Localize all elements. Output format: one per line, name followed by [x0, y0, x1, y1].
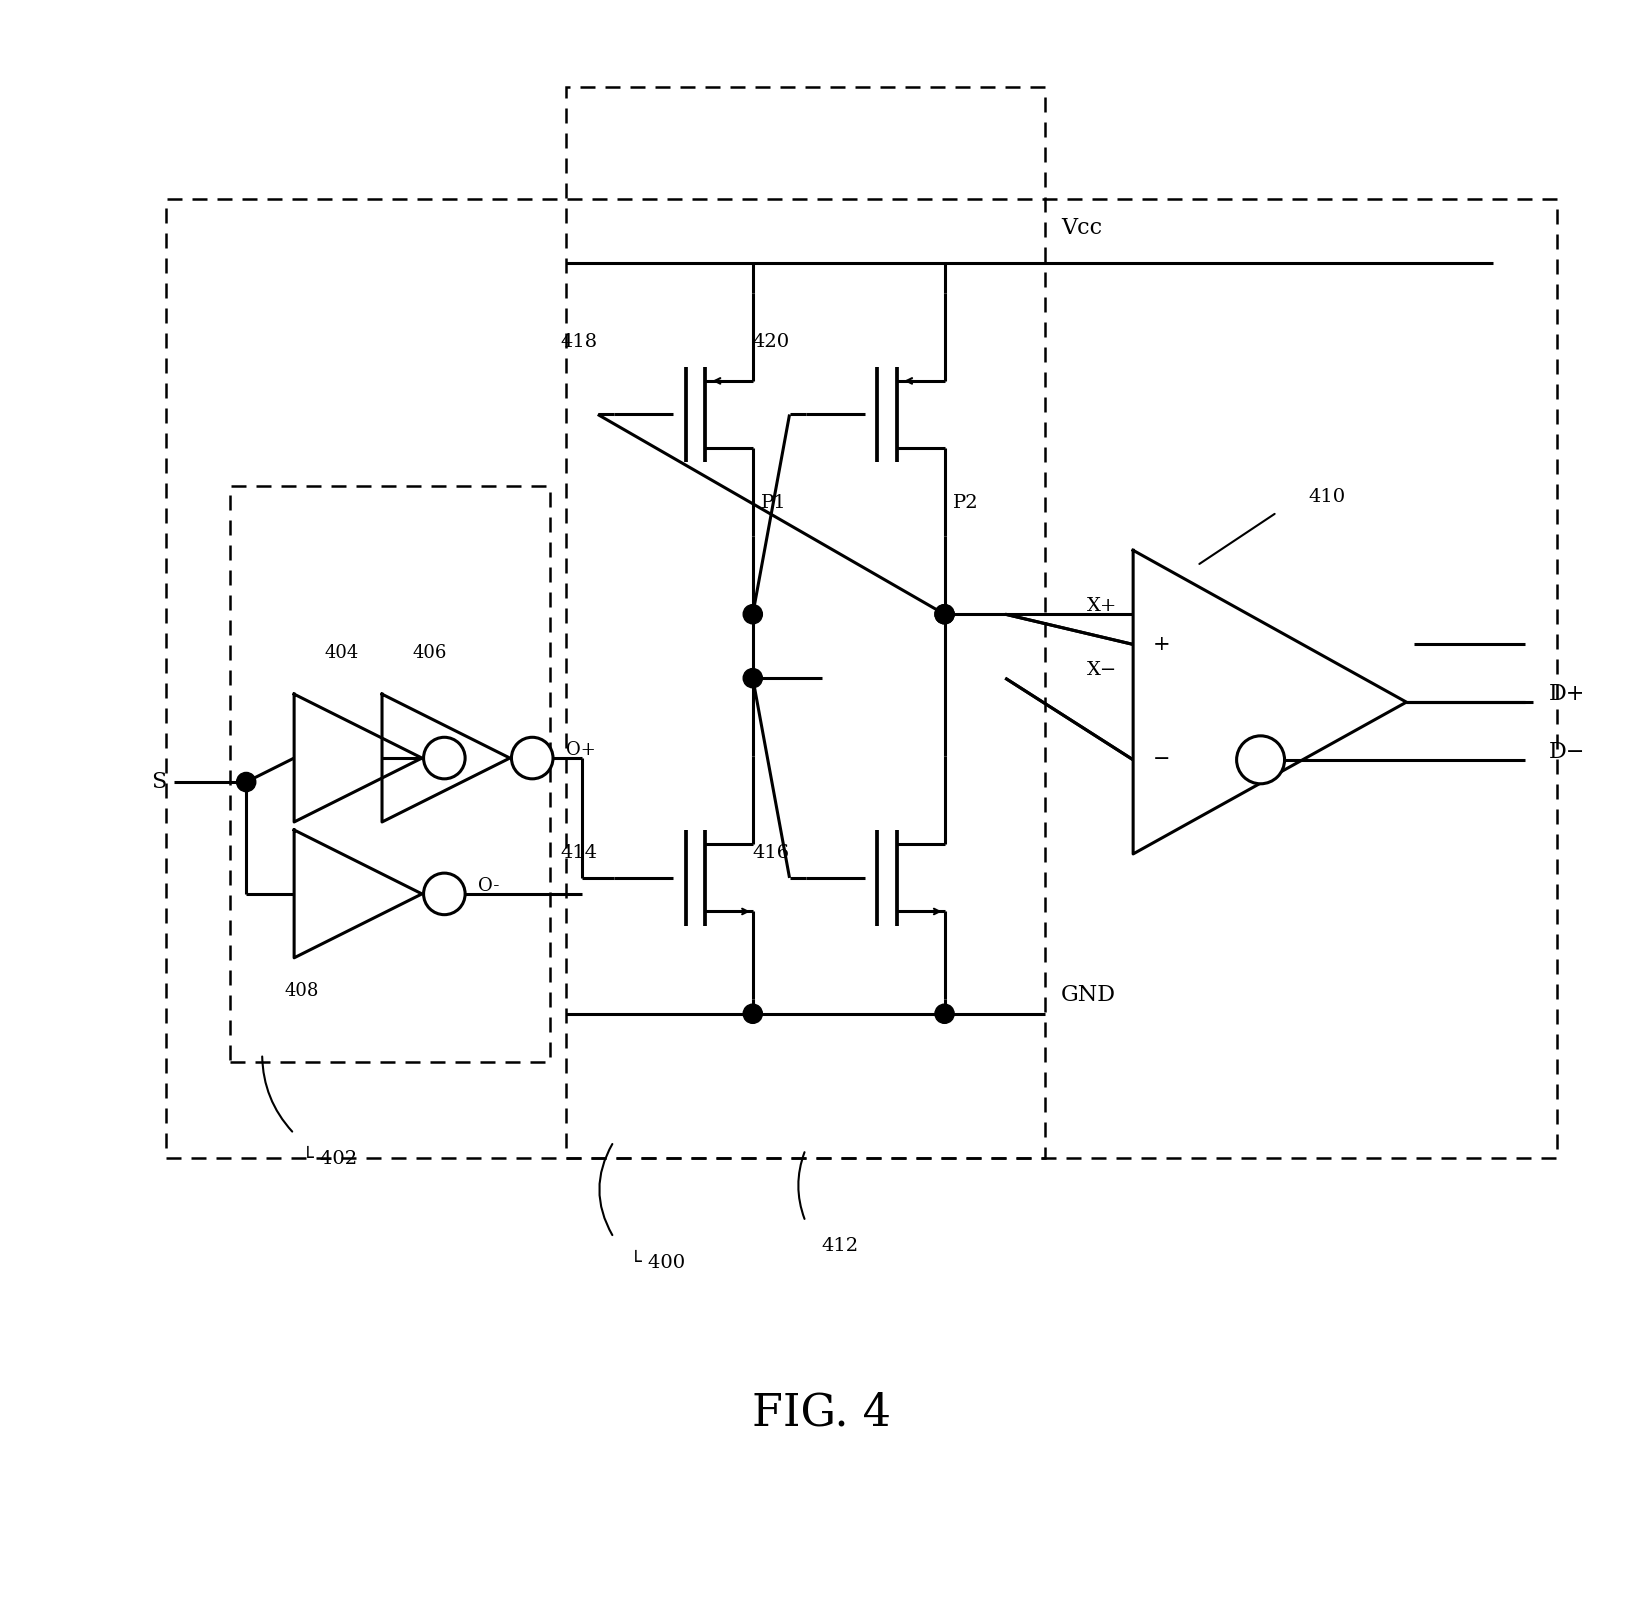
Text: 418: 418 — [560, 332, 598, 350]
Text: 414: 414 — [560, 845, 598, 862]
Text: 406: 406 — [412, 645, 447, 663]
Text: X−: X− — [1088, 661, 1117, 679]
Text: O+: O+ — [565, 742, 595, 759]
Bar — [565, 87, 1045, 1157]
Circle shape — [935, 604, 955, 624]
Circle shape — [237, 772, 256, 791]
Circle shape — [424, 737, 465, 779]
Text: +: + — [1153, 635, 1171, 654]
Bar — [166, 198, 1556, 1157]
Circle shape — [935, 1004, 955, 1024]
Circle shape — [1237, 735, 1285, 783]
Circle shape — [511, 737, 554, 779]
Text: 408: 408 — [284, 982, 319, 999]
Circle shape — [743, 669, 762, 688]
Circle shape — [424, 874, 465, 914]
Text: 412: 412 — [822, 1238, 859, 1256]
Text: X+: X+ — [1086, 596, 1117, 616]
Text: └ 400: └ 400 — [629, 1254, 685, 1272]
Circle shape — [743, 604, 762, 624]
Text: S: S — [151, 771, 166, 793]
Text: 416: 416 — [752, 845, 790, 862]
Text: O-: O- — [478, 877, 499, 895]
Text: Vcc: Vcc — [1061, 216, 1102, 239]
Bar — [230, 487, 550, 1062]
Text: P1: P1 — [761, 495, 787, 513]
Text: D+: D+ — [1549, 683, 1585, 704]
Text: 410: 410 — [1309, 488, 1346, 506]
Text: −: − — [1153, 750, 1171, 769]
Circle shape — [743, 1004, 762, 1024]
Text: GND: GND — [1061, 983, 1116, 1006]
Circle shape — [935, 604, 955, 624]
Text: P2: P2 — [953, 495, 978, 513]
Text: └ 402: └ 402 — [302, 1149, 357, 1167]
Text: 404: 404 — [325, 645, 360, 663]
Text: D−: D− — [1549, 742, 1585, 762]
Text: FIG. 4: FIG. 4 — [752, 1391, 891, 1435]
Text: 420: 420 — [752, 332, 790, 350]
